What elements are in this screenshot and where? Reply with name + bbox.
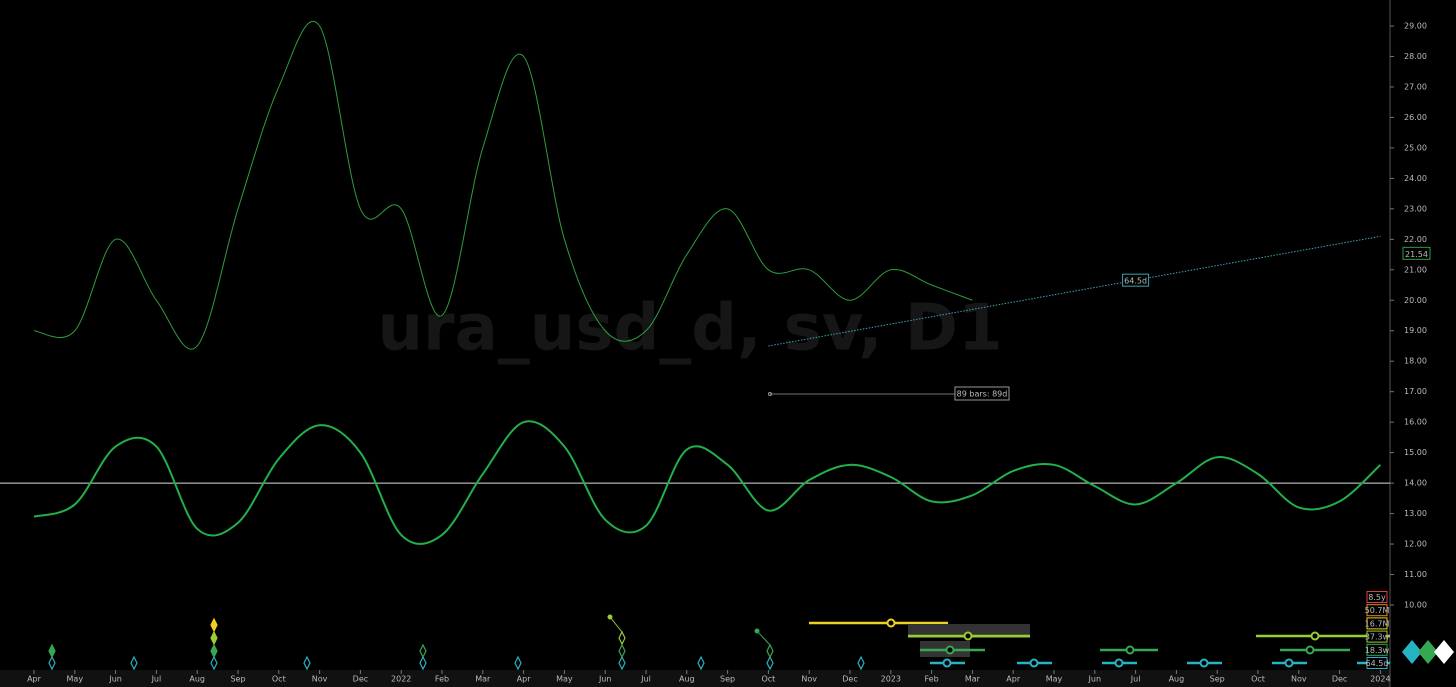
y-tick-label: 13.00 <box>1404 509 1427 518</box>
x-tick-label: Nov <box>1291 675 1307 684</box>
x-tick-label: 2024 <box>1370 675 1390 684</box>
y-tick-label: 16.00 <box>1404 418 1427 427</box>
trend-label-box <box>1122 273 1150 287</box>
logo <box>1402 640 1454 664</box>
x-tick-label: Oct <box>761 675 775 684</box>
phasing <box>48 614 1390 671</box>
x-tick-label: Sep <box>720 675 735 684</box>
x-tick-label: Jun <box>1088 675 1102 684</box>
x-tick-label: Jul <box>640 675 651 684</box>
x-tick-label: Sep <box>230 675 245 684</box>
x-tick-label: Apr <box>27 675 42 684</box>
x-tick-label: Jun <box>598 675 612 684</box>
cycle-legend-box <box>1366 630 1388 643</box>
x-tick-label: Aug <box>189 675 205 684</box>
y-tick-label: 21.00 <box>1404 265 1427 274</box>
x-tick-label: Jul <box>151 675 162 684</box>
watermark: ura_usd_d, sv, D1 <box>377 292 1002 366</box>
cycle-legend-box <box>1366 617 1388 630</box>
x-tick-label: Apr <box>1006 675 1021 684</box>
x-tick-label: 2022 <box>391 675 411 684</box>
price-line <box>33 20 973 350</box>
y-tick-label: 28.00 <box>1404 52 1427 61</box>
cycle-legend-label: 64.5d <box>1366 659 1389 668</box>
y-tick-label: 20.00 <box>1404 296 1427 305</box>
y-tick-label: 22.00 <box>1404 235 1427 244</box>
x-tick-label: Oct <box>1251 675 1265 684</box>
y-tick-label: 15.00 <box>1404 448 1427 457</box>
x-tick-label: Dec <box>1332 675 1347 684</box>
bars-box <box>954 386 1010 401</box>
x-tick-label: Aug <box>1169 675 1185 684</box>
last-price-label: 21.54 <box>1405 250 1428 259</box>
cycle-legend-box <box>1366 643 1388 656</box>
y-tick-label: 14.00 <box>1404 479 1427 488</box>
cycle-legend-box <box>1366 657 1388 669</box>
y-tick-label: 23.00 <box>1404 204 1427 213</box>
y-tick-label: 27.00 <box>1404 82 1427 91</box>
ruler-start <box>768 392 772 396</box>
x-tick-label: Nov <box>312 675 328 684</box>
trend-label: 64.5d <box>1124 277 1147 286</box>
x-axis-strip <box>0 670 1390 687</box>
y-tick-label: 11.00 <box>1404 570 1427 579</box>
cycle-wave <box>33 420 1382 545</box>
y-tick-label: 26.00 <box>1404 113 1427 122</box>
cycle-legend-box <box>1366 604 1388 617</box>
cycle-legend-label: 37.3w <box>1365 633 1390 642</box>
x-tick-label: Mar <box>965 675 981 684</box>
x-tick-label: Jun <box>108 675 122 684</box>
cycle-legend-box <box>1366 591 1388 603</box>
cycle-legend-label: 50.7M <box>1365 606 1390 615</box>
x-tick-label: May <box>556 675 573 684</box>
x-tick-label: Dec <box>353 675 368 684</box>
cycle-legend-label: 18.3w <box>1365 646 1390 655</box>
bars-annotation: 89 bars: 89d <box>957 390 1008 399</box>
y-tick-label: 24.00 <box>1404 174 1427 183</box>
x-tick-label: Mar <box>475 675 491 684</box>
cycle-legend-label: 16.7M <box>1365 619 1390 628</box>
cycle-legend-label: 8.5y <box>1368 593 1386 602</box>
x-tick-label: 2023 <box>881 675 901 684</box>
y-tick-label: 25.00 <box>1404 143 1427 152</box>
y-tick-label: 18.00 <box>1404 357 1427 366</box>
x-tick-label: Feb <box>925 675 939 684</box>
y-tick-label: 17.00 <box>1404 387 1427 396</box>
y-tick-label: 10.00 <box>1404 601 1427 610</box>
last-price-box <box>1402 246 1431 260</box>
x-tick-label: May <box>1046 675 1063 684</box>
x-tick-label: Nov <box>801 675 817 684</box>
y-tick-label: 19.00 <box>1404 326 1427 335</box>
y-tick-label: 12.00 <box>1404 540 1427 549</box>
x-tick-label: Jul <box>1130 675 1141 684</box>
x-tick-label: May <box>67 675 84 684</box>
x-tick-label: Dec <box>842 675 857 684</box>
x-tick-label: Oct <box>272 675 286 684</box>
x-tick-label: Aug <box>679 675 695 684</box>
x-tick-label: Apr <box>517 675 532 684</box>
x-tick-label: Feb <box>435 675 449 684</box>
x-tick-label: Sep <box>1210 675 1225 684</box>
y-tick-label: 29.00 <box>1404 22 1427 31</box>
